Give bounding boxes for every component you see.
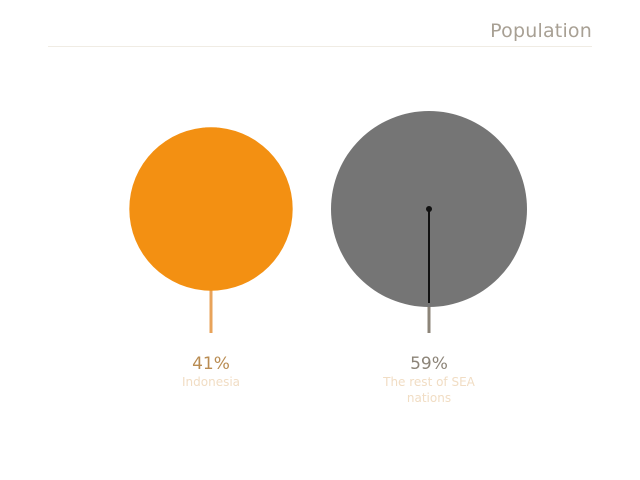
chart-title: Population	[490, 20, 592, 42]
value-label-1: 59%	[410, 354, 448, 374]
value-circle-0	[129, 127, 293, 291]
title-divider	[48, 46, 592, 47]
value-label-0: 41%	[192, 354, 230, 374]
category-label-1-1: nations	[407, 391, 451, 405]
circle-group-0: 41%Indonesia	[129, 127, 293, 389]
center-dot-1	[426, 206, 432, 212]
circle-group-1: 59%The rest of SEA nations	[331, 111, 527, 405]
category-label-1-0: The rest of SEA	[382, 375, 476, 389]
category-label-0-0: Indonesia	[182, 375, 240, 389]
